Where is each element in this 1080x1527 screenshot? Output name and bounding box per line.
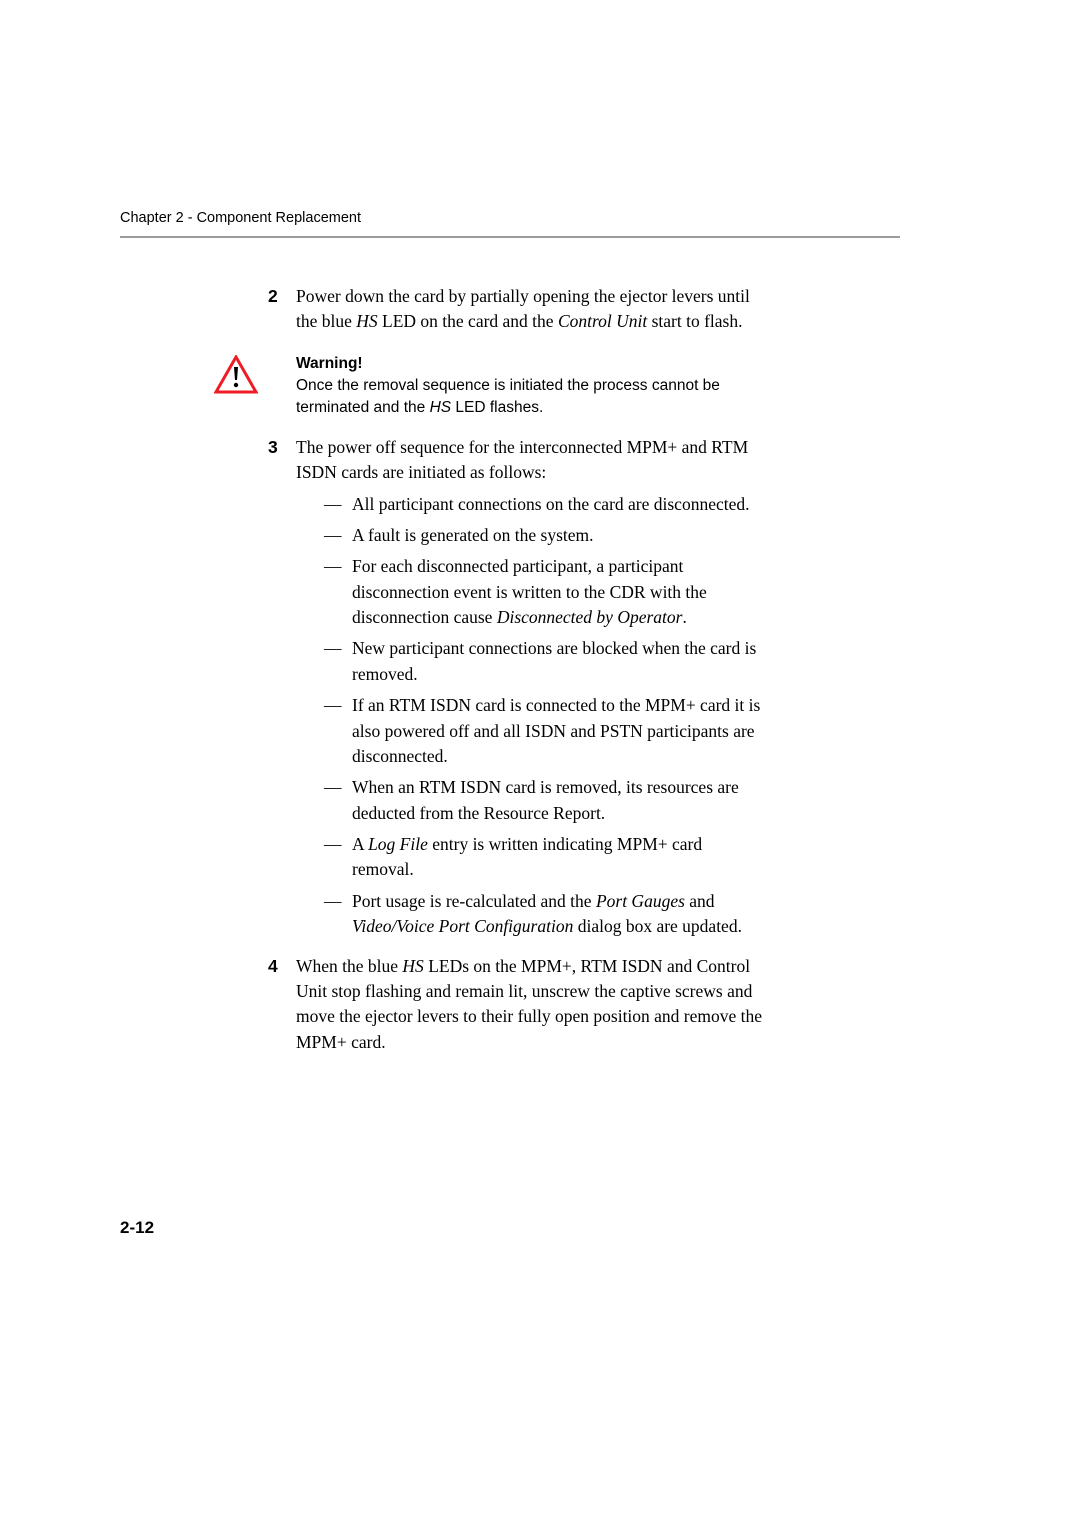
bullet-8b: Port Gauges <box>596 891 685 911</box>
bullet-8: — Port usage is re-calculated and the Po… <box>296 889 764 940</box>
dash-icon: — <box>324 832 352 857</box>
bullet-4: — New participant connections are blocke… <box>296 636 764 687</box>
header-rule <box>120 236 900 238</box>
warning-title: Warning! <box>296 353 764 375</box>
bullet-3: — For each disconnected participant, a p… <box>296 554 764 630</box>
step-3-bullets: — All participant connections on the car… <box>296 492 764 940</box>
page-container: Chapter 2 - Component Replacement 2 Powe… <box>120 210 900 1063</box>
bullet-3b: Disconnected by Operator <box>497 607 683 627</box>
bullet-2: — A fault is generated on the system. <box>296 523 764 548</box>
bullet-1: — All participant connections on the car… <box>296 492 764 517</box>
dash-icon: — <box>324 523 352 548</box>
bullet-7b: Log File <box>368 834 428 854</box>
main-content: 2 Power down the card by partially openi… <box>268 284 764 1055</box>
step-3-body: The power off sequence for the interconn… <box>296 435 764 946</box>
step-4-hs: HS <box>402 956 423 976</box>
bullet-2-text: A fault is generated on the system. <box>352 523 594 548</box>
bullet-6: — When an RTM ISDN card is removed, its … <box>296 775 764 826</box>
bullet-7a: A <box>352 834 368 854</box>
step-4-number: 4 <box>268 954 296 979</box>
warning-hs: HS <box>430 399 452 416</box>
step-3-number: 3 <box>268 435 296 460</box>
bullet-8e: dialog box are updated. <box>573 916 742 936</box>
bullet-8a: Port usage is re-calculated and the <box>352 891 596 911</box>
step-4-text-1: When the blue <box>296 956 402 976</box>
step-3-intro: The power off sequence for the interconn… <box>296 435 764 486</box>
bullet-8d: Video/Voice Port Configuration <box>352 916 573 936</box>
chapter-header: Chapter 2 - Component Replacement <box>120 210 900 226</box>
bullet-6-text: When an RTM ISDN card is removed, its re… <box>352 775 764 826</box>
warning-icon <box>214 355 258 395</box>
bullet-8-text: Port usage is re-calculated and the Port… <box>352 889 764 940</box>
step-2-text-2: LED on the card and the <box>378 311 558 331</box>
step-2-control-unit: Control Unit <box>558 311 647 331</box>
page-number: 2-12 <box>120 1218 154 1238</box>
dash-icon: — <box>324 889 352 914</box>
step-3: 3 The power off sequence for the interco… <box>268 435 764 946</box>
bullet-7: — A Log File entry is written indicating… <box>296 832 764 883</box>
dash-icon: — <box>324 492 352 517</box>
bullet-7-text: A Log File entry is written indicating M… <box>352 832 764 883</box>
bullet-1-text: All participant connections on the card … <box>352 492 749 517</box>
bullet-5: — If an RTM ISDN card is connected to th… <box>296 693 764 769</box>
dash-icon: — <box>324 775 352 800</box>
dash-icon: — <box>324 636 352 661</box>
step-4-body: When the blue HS LEDs on the MPM+, RTM I… <box>296 954 764 1056</box>
dash-icon: — <box>324 554 352 579</box>
warning-body-2: LED flashes. <box>451 399 543 416</box>
warning-block: Warning! Once the removal sequence is in… <box>214 353 764 419</box>
warning-text: Warning! Once the removal sequence is in… <box>296 353 764 419</box>
step-2-body: Power down the card by partially opening… <box>296 284 764 335</box>
step-2-text-3: start to flash. <box>647 311 742 331</box>
bullet-3-text: For each disconnected participant, a par… <box>352 554 764 630</box>
bullet-5-text: If an RTM ISDN card is connected to the … <box>352 693 764 769</box>
warning-body: Once the removal sequence is initiated t… <box>296 375 764 419</box>
step-2: 2 Power down the card by partially openi… <box>268 284 764 335</box>
step-4: 4 When the blue HS LEDs on the MPM+, RTM… <box>268 954 764 1056</box>
bullet-3c: . <box>682 607 686 627</box>
bullet-4-text: New participant connections are blocked … <box>352 636 764 687</box>
step-2-hs: HS <box>356 311 377 331</box>
bullet-8c: and <box>685 891 715 911</box>
step-2-number: 2 <box>268 284 296 309</box>
dash-icon: — <box>324 693 352 718</box>
